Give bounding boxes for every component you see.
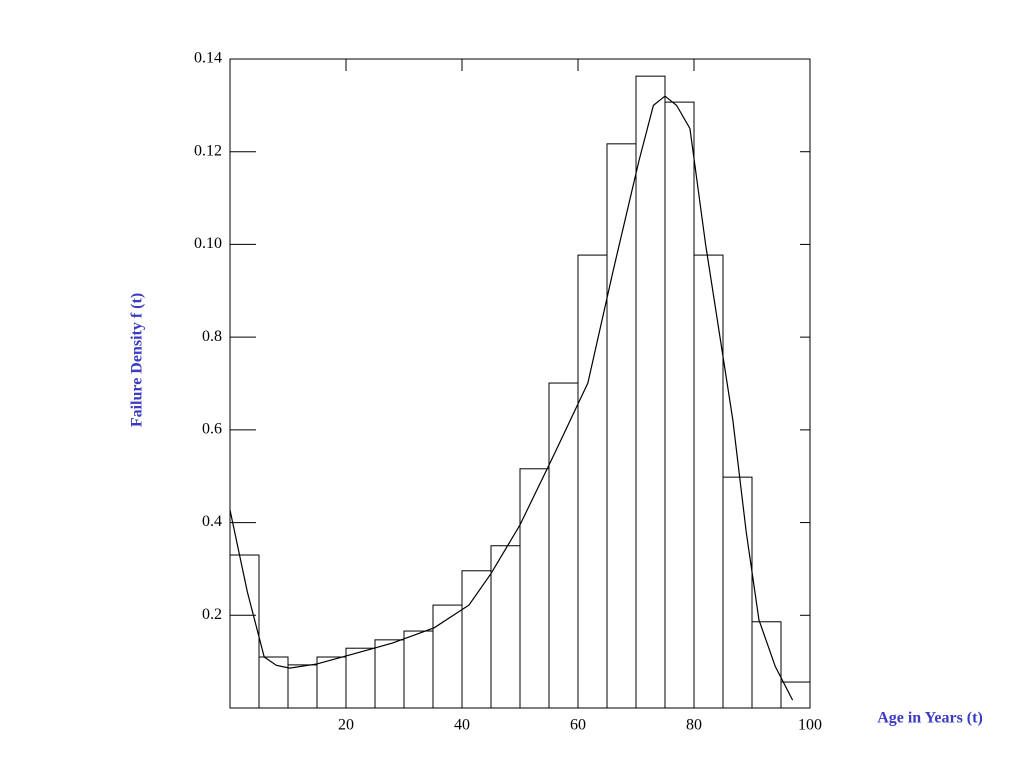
bar xyxy=(751,621,782,709)
bar xyxy=(519,468,550,709)
bar xyxy=(432,604,463,709)
x-tick-label: 20 xyxy=(338,717,354,734)
bar xyxy=(577,254,608,709)
bar xyxy=(635,75,666,709)
y-axis-title: Failure Density f (t) xyxy=(129,293,146,427)
bar xyxy=(548,382,579,709)
plot-frame xyxy=(229,58,811,709)
bar xyxy=(374,639,405,709)
y-tick-label: 0.8 xyxy=(202,328,222,345)
bar xyxy=(693,254,724,709)
y-tick-label: 0.14 xyxy=(194,50,222,67)
bar xyxy=(258,656,289,709)
bar xyxy=(403,630,434,709)
y-tick-label: 0.2 xyxy=(202,606,222,623)
bar xyxy=(664,101,695,709)
density-curve xyxy=(229,95,794,701)
y-tick-label: 0.4 xyxy=(202,513,222,530)
bar xyxy=(287,664,318,709)
x-tick-label: 40 xyxy=(454,717,470,734)
y-tick-label: 0.6 xyxy=(202,421,222,438)
bar xyxy=(490,545,521,709)
x-axis-title: Age in Years (t) xyxy=(877,710,983,727)
y-tick-label: 0.10 xyxy=(194,235,222,252)
x-tick-label: 80 xyxy=(686,717,702,734)
bar xyxy=(345,647,376,709)
y-tick-label: 0.12 xyxy=(194,142,222,159)
bar xyxy=(461,570,492,709)
bar xyxy=(316,656,347,709)
bar xyxy=(722,476,753,709)
x-tick-label: 100 xyxy=(798,717,822,734)
x-tick-label: 60 xyxy=(570,717,586,734)
bar xyxy=(606,143,637,709)
